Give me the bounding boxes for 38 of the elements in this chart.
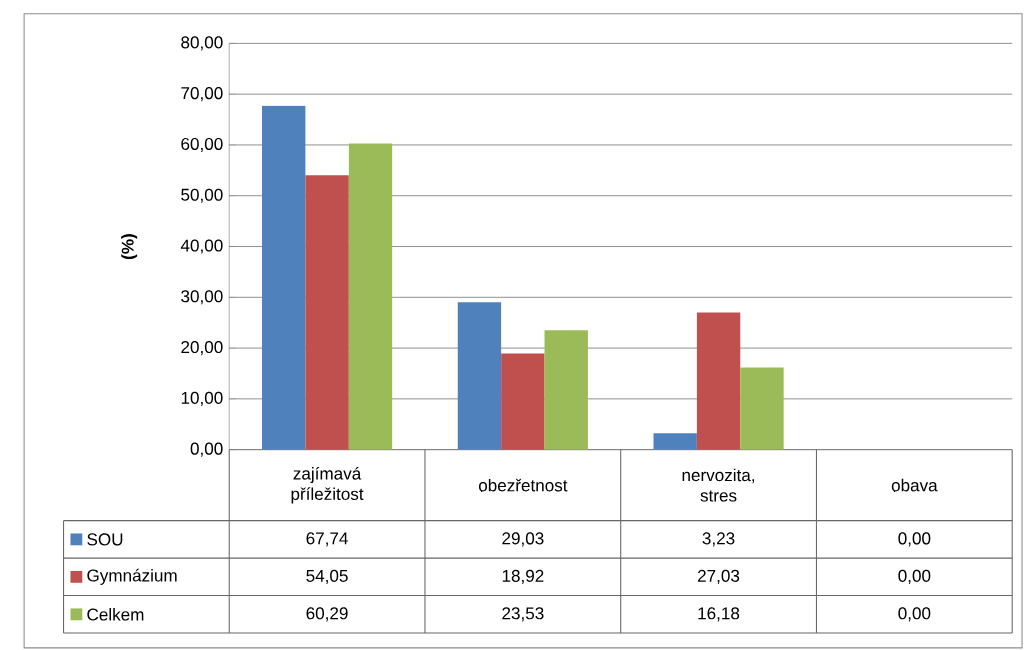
- data-label: 0,00: [898, 569, 931, 584]
- legend-label: Gymnázium: [87, 568, 177, 585]
- legend-label: SOU: [87, 533, 123, 546]
- x-tick-label: obezřetnost: [478, 478, 568, 492]
- data-label: 3,23: [702, 532, 735, 547]
- data-label: 54,05: [306, 569, 348, 584]
- bar: [696, 312, 741, 450]
- y-tick-label: 10,00: [181, 391, 223, 406]
- y-axis-title: (%): [121, 234, 138, 260]
- x-tick-label: zajímavá příležitost: [291, 466, 364, 504]
- data-label: 18,92: [502, 569, 544, 584]
- bar: [544, 330, 588, 450]
- bar: [262, 105, 306, 450]
- y-tick-label: 20,00: [181, 341, 223, 356]
- y-tick-label: 70,00: [181, 87, 223, 102]
- bar: [348, 143, 393, 450]
- y-tick-label: 50,00: [181, 188, 223, 203]
- y-tick-label: 80,00: [181, 36, 223, 51]
- y-tick-label: 40,00: [180, 239, 223, 254]
- data-label: 67,74: [306, 532, 348, 547]
- y-tick-label: 30,00: [181, 290, 223, 305]
- data-label: 60,29: [306, 607, 348, 622]
- data-label: 23,53: [502, 607, 544, 622]
- x-tick-label: obava: [891, 478, 938, 492]
- bar: [305, 175, 349, 450]
- y-tick-label: 60,00: [181, 137, 223, 153]
- x-tick-label: nervozita, stres: [682, 468, 755, 502]
- bar: [457, 302, 502, 450]
- y-tick-label: 0,00: [190, 442, 223, 457]
- bar: [653, 433, 697, 450]
- data-label: 27,03: [698, 569, 740, 584]
- legend-label: Celkem: [87, 608, 144, 621]
- data-label: 0,00: [898, 532, 931, 547]
- bar: [740, 367, 784, 450]
- data-label: 0,00: [898, 607, 931, 622]
- bar: [501, 353, 545, 450]
- data-label: 16,18: [698, 607, 740, 622]
- data-label: 29,03: [502, 532, 544, 547]
